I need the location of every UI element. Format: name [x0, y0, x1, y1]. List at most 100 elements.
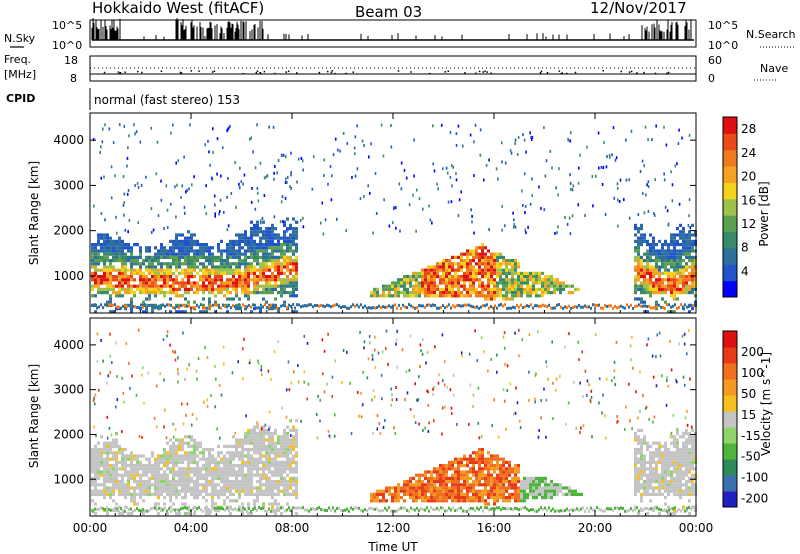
noise-speck	[457, 214, 460, 218]
echo-cell	[646, 441, 649, 445]
echo-cell	[376, 287, 379, 291]
echo-cell	[451, 255, 454, 259]
echo-cell	[520, 489, 523, 493]
echo-cell	[397, 486, 400, 490]
echo-cell	[649, 476, 652, 480]
echo-cell	[145, 492, 148, 496]
echo-cell	[412, 278, 415, 282]
echo-cell	[469, 271, 472, 275]
echo-cell	[496, 454, 499, 458]
echo-cell	[229, 278, 232, 282]
echo-cell	[166, 252, 169, 256]
echo-cell	[505, 275, 508, 279]
echo-cell	[514, 476, 517, 480]
echo-cell	[217, 303, 220, 307]
echo-cell	[280, 243, 283, 247]
echo-cell	[121, 259, 124, 263]
echo-cell	[124, 262, 127, 266]
echo-cell	[634, 467, 637, 471]
noise-speck	[124, 228, 127, 232]
echo-cell	[661, 252, 664, 256]
echo-cell	[211, 467, 214, 471]
echo-cell	[448, 480, 451, 484]
echo-cell	[235, 291, 238, 295]
echo-cell	[475, 451, 478, 455]
echo-cell	[103, 476, 106, 480]
echo-cell	[130, 275, 133, 279]
ground-scatter	[662, 306, 664, 310]
echo-cell	[229, 454, 232, 458]
echo-cell	[265, 489, 268, 493]
echo-cell	[187, 467, 190, 471]
echo-cell	[154, 480, 157, 484]
echo-cell	[649, 451, 652, 455]
echo-cell	[229, 492, 232, 496]
echo-cell	[256, 444, 259, 448]
noise-speck	[279, 220, 282, 224]
noise-speck	[568, 216, 571, 220]
echo-cell	[682, 265, 685, 269]
echo-cell	[451, 473, 454, 477]
noise-speck	[277, 158, 280, 162]
echo-cell	[97, 233, 100, 237]
nave-tick-bottom: 0	[708, 72, 715, 85]
echo-cell	[121, 287, 124, 291]
noise-speck	[608, 153, 611, 157]
echo-cell	[565, 492, 568, 496]
ground-scatter	[366, 306, 368, 310]
echo-cell	[469, 284, 472, 288]
echo-cell	[220, 249, 223, 253]
echo-cell	[91, 489, 94, 493]
echo-cell	[472, 473, 475, 477]
echo-cell	[268, 432, 271, 436]
echo-cell	[250, 486, 253, 490]
echo-cell	[145, 259, 148, 263]
noise-speck	[418, 197, 421, 201]
echo-cell	[673, 470, 676, 474]
echo-cell	[454, 291, 457, 295]
echo-cell	[250, 243, 253, 247]
echo-cell	[115, 246, 118, 250]
echo-cell	[268, 486, 271, 490]
echo-cell	[103, 441, 106, 445]
echo-cell	[517, 287, 520, 291]
echo-cell	[655, 492, 658, 496]
echo-cell	[184, 470, 187, 474]
echo-cell	[151, 303, 154, 307]
echo-cell	[646, 476, 649, 480]
echo-cell	[295, 444, 298, 448]
noise-speck	[428, 204, 430, 208]
noise-speck	[683, 342, 686, 346]
noise-speck	[242, 182, 244, 186]
echo-cell	[154, 281, 157, 285]
echo-cell	[208, 473, 211, 477]
echo-cell	[415, 492, 418, 496]
echo-cell	[259, 310, 262, 314]
echo-cell	[451, 476, 454, 480]
echo-cell	[244, 492, 247, 496]
noise-speck	[375, 211, 378, 215]
echo-cell	[220, 492, 223, 496]
echo-cell	[127, 473, 130, 477]
echo-cell	[691, 435, 694, 439]
ground-scatter	[504, 303, 506, 307]
echo-cell	[154, 287, 157, 291]
echo-cell	[250, 236, 253, 240]
echo-cell	[463, 483, 466, 487]
echo-cell	[259, 428, 262, 432]
echo-cell	[103, 451, 106, 455]
echo-cell	[127, 291, 130, 295]
echo-cell	[160, 489, 163, 493]
noise-speck	[189, 123, 191, 127]
echo-cell	[202, 473, 205, 477]
echo-cell	[211, 262, 214, 266]
echo-cell	[682, 470, 685, 474]
echo-cell	[229, 246, 232, 250]
echo-cell	[295, 255, 298, 259]
echo-cell	[220, 460, 223, 464]
echo-cell	[421, 496, 424, 500]
echo-cell	[682, 271, 685, 275]
echo-cell	[262, 432, 265, 436]
echo-cell	[535, 281, 538, 285]
echo-cell	[502, 499, 505, 503]
